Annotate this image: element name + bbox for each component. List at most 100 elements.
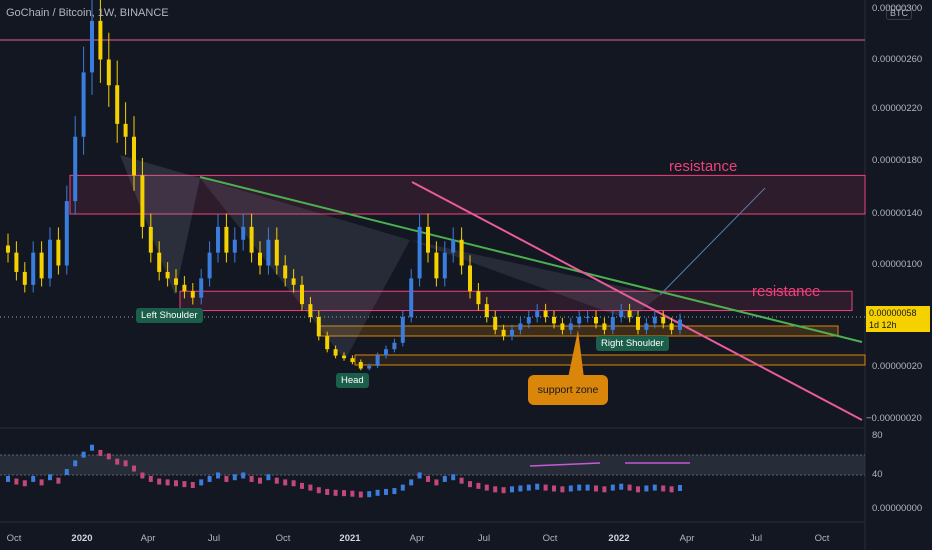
candle-body (535, 310, 540, 317)
pattern-right-shoulder-area (410, 240, 660, 320)
price-label-3: 0.00000180 (872, 155, 923, 166)
price-label-5: 0.00000100 (872, 259, 923, 270)
rsi-bar (241, 472, 246, 479)
rsi-bar (224, 475, 229, 482)
candle-body (568, 323, 573, 330)
candle-body (526, 317, 531, 324)
candle-body (132, 136, 136, 176)
x-tick-label: Oct (275, 533, 291, 544)
rsi-bar (526, 484, 531, 491)
rsi-bar (56, 477, 61, 484)
price-label-6: 0.00000020 (872, 361, 923, 372)
rsi-bar (249, 475, 254, 482)
rsi-bar (148, 475, 153, 482)
candle-countdown: 1d 12h (869, 320, 897, 330)
rsi-bar (333, 489, 338, 496)
rsi-bar (568, 485, 573, 492)
rsi-bar (14, 478, 19, 485)
rsi-bar (577, 484, 582, 491)
price-label-0: 0.00000300 (872, 3, 923, 14)
projection-line (659, 187, 766, 296)
rsi-bar (585, 484, 590, 491)
candle-body (451, 239, 456, 253)
candle-body (510, 329, 514, 337)
pink-trendline (411, 181, 863, 421)
candle-body (22, 271, 27, 285)
candle-body (182, 284, 187, 292)
rsi-bar (266, 474, 271, 481)
candle-body (249, 226, 254, 253)
rsi-bar (182, 481, 187, 488)
rsi-bar (543, 484, 548, 491)
currency-badge[interactable]: BTC (886, 6, 912, 20)
candle-body (459, 239, 464, 266)
rsi-bar (535, 483, 540, 490)
candle-body (165, 271, 170, 279)
rsi-bar (434, 479, 439, 486)
candle-body (350, 358, 355, 363)
current-price-tag: 0.00000058 1d 12h (866, 306, 930, 332)
rsi-label-80: 80 (872, 430, 883, 441)
rsi-label-40: 40 (872, 469, 883, 480)
price-label-2: 0.00000220 (872, 103, 923, 114)
rsi-bar (350, 490, 355, 497)
candle-body (140, 175, 145, 227)
price-label-7: −0.00000020 (866, 413, 922, 424)
rsi-bar (400, 484, 405, 491)
rsi-bar (39, 479, 44, 486)
candle-body (123, 123, 128, 137)
x-tick-label: 2021 (339, 533, 361, 544)
candle-body (56, 239, 61, 266)
rsi-bar (81, 451, 86, 458)
candle-body (316, 317, 321, 337)
candle-body (543, 310, 548, 317)
rsi-bar (501, 487, 506, 494)
candle-body (308, 304, 313, 317)
rsi-bar (594, 485, 598, 492)
x-tick-label: Jul (477, 533, 491, 544)
candle-body (518, 323, 523, 330)
rsi-bar (619, 483, 624, 490)
candle-body (442, 252, 447, 279)
candle-body (392, 342, 397, 350)
candle-body (468, 265, 472, 292)
candle-body (400, 317, 405, 343)
candle-body (342, 355, 346, 359)
candle-body (434, 252, 439, 279)
price-label-4: 0.00000140 (872, 208, 923, 219)
lower-resistance-zone (179, 290, 853, 312)
candle-body (157, 252, 162, 272)
rsi-bar (636, 486, 640, 493)
x-tick-label: 2020 (71, 533, 93, 544)
rsi-bar (291, 480, 296, 487)
rsi-bar (31, 475, 36, 482)
rsi-bar (669, 486, 674, 493)
candle-body (148, 226, 153, 253)
rsi-bar (518, 485, 523, 492)
pattern-left-shoulder-area (120, 155, 200, 295)
candle-body (115, 85, 120, 124)
rsi-bar (451, 474, 456, 481)
rsi-bar (300, 482, 304, 489)
candle-body (426, 226, 430, 253)
rsi-label-0: 0.00000000 (872, 503, 923, 514)
rsi-bar (384, 488, 388, 495)
rsi-bar (459, 477, 464, 484)
rsi-bar (308, 484, 313, 491)
rsi-bar (476, 482, 481, 489)
rsi-bar (216, 472, 220, 479)
candle-body (636, 317, 640, 330)
rsi-bar (409, 479, 414, 486)
candle-body (358, 362, 363, 369)
rsi-bar (190, 482, 195, 488)
x-tick-label: Oct (6, 533, 22, 544)
rsi-bar (165, 479, 170, 486)
upper-resistance-zone (69, 174, 866, 215)
x-tick-label: Jul (749, 533, 763, 544)
candle-body (375, 355, 380, 366)
candle-body (384, 349, 388, 356)
rsi-bar (375, 489, 380, 496)
candle-body (274, 239, 279, 266)
rsi-bar (417, 472, 422, 479)
